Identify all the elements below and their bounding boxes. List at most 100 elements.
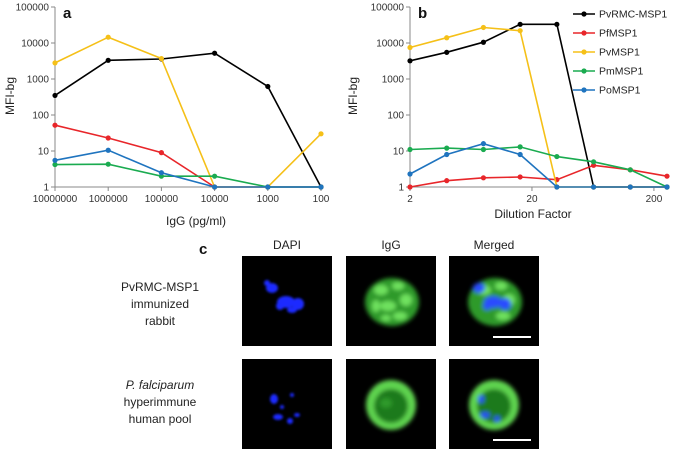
legend-entry-PoMSP1: PoMSP1 bbox=[599, 85, 641, 97]
legend-entry-PvRMC-MSP1: PvRMC-MSP1 bbox=[599, 9, 667, 21]
legend-marker-PmMSP1 bbox=[581, 68, 587, 74]
row-label-rabbit-line3: rabbit bbox=[144, 314, 176, 328]
data-point-PvMSP1 bbox=[158, 55, 164, 62]
data-point-PmMSP1 bbox=[52, 161, 58, 168]
y-tick-label: 10 bbox=[393, 147, 405, 158]
y-tick-label: 100000 bbox=[371, 3, 405, 14]
data-point-PvRMC-MSP1 bbox=[480, 39, 487, 45]
data-point-PvMSP1 bbox=[480, 24, 487, 31]
micrograph-human-dapi bbox=[242, 359, 332, 449]
row-label-human-line1: P. falciparum bbox=[125, 378, 195, 392]
panel-a-letter: a bbox=[63, 5, 72, 22]
data-point-PoMSP1 bbox=[105, 147, 111, 153]
data-point-PvRMC-MSP1 bbox=[105, 57, 111, 63]
legend-marker-PoMSP1 bbox=[581, 87, 587, 93]
panel-a-y-axis-label: MFI-bg bbox=[3, 77, 17, 115]
data-point-PvMSP1 bbox=[444, 35, 450, 41]
x-tick-label: 10000 bbox=[201, 194, 229, 205]
micrograph-rabbit-igg bbox=[346, 256, 436, 346]
data-point-PvRMC-MSP1 bbox=[407, 58, 413, 64]
data-point-PmMSP1 bbox=[517, 144, 523, 150]
data-point-PmMSP1 bbox=[590, 159, 597, 165]
data-point-PoMSP1 bbox=[52, 157, 58, 163]
column-header-igg: IgG bbox=[381, 238, 401, 252]
series-line-PvRMC-MSP1 bbox=[54, 52, 322, 188]
data-point-PoMSP1 bbox=[444, 151, 450, 158]
panel-a-series bbox=[52, 34, 324, 190]
micrograph-rabbit-dapi bbox=[242, 256, 332, 346]
data-point-PmMSP1 bbox=[444, 145, 450, 151]
data-point-PvRMC-MSP1 bbox=[265, 83, 271, 90]
micrograph-human-igg bbox=[346, 359, 436, 449]
micrograph-rabbit-merged bbox=[449, 256, 539, 346]
x-tick-label: 200 bbox=[646, 194, 663, 205]
data-point-PoMSP1 bbox=[664, 184, 670, 190]
legend-marker-PvMSP1 bbox=[581, 49, 587, 55]
data-point-PmMSP1 bbox=[105, 161, 111, 167]
panel-b-letter: b bbox=[418, 5, 427, 22]
panel-a-x-axis-label: IgG (pg/ml) bbox=[166, 214, 226, 228]
legend-entry-PfMSP1: PfMSP1 bbox=[599, 28, 638, 40]
series-line-PmMSP1 bbox=[409, 146, 668, 188]
data-point-PfMSP1 bbox=[52, 122, 58, 128]
x-tick-label: 10000000 bbox=[33, 194, 78, 205]
data-point-PfMSP1 bbox=[407, 184, 413, 190]
series-line-PvMSP1 bbox=[54, 36, 322, 188]
series-line-PoMSP1 bbox=[409, 142, 667, 188]
data-point-PfMSP1 bbox=[517, 174, 523, 180]
x-tick-label: 100 bbox=[313, 194, 330, 205]
panel-c-letter: c bbox=[199, 241, 207, 258]
data-point-PvRMC-MSP1 bbox=[212, 50, 218, 56]
x-tick-label: 2 bbox=[407, 194, 413, 205]
data-point-PoMSP1 bbox=[265, 184, 271, 190]
column-header-merged: Merged bbox=[473, 238, 515, 252]
data-point-PvMSP1 bbox=[407, 44, 413, 51]
data-point-PoMSP1 bbox=[554, 184, 560, 190]
panel-a-axes: 1 10 100 1000 10000 100000 10000000 1000000 1000… bbox=[16, 3, 330, 206]
y-tick-label: 100 bbox=[387, 111, 404, 122]
data-point-PvMSP1 bbox=[52, 60, 58, 66]
legend-entry-PvMSP1: PvMSP1 bbox=[599, 47, 640, 59]
data-point-PvMSP1 bbox=[517, 28, 523, 34]
data-point-PoMSP1 bbox=[480, 141, 487, 147]
y-tick-label: 10 bbox=[38, 147, 50, 158]
data-point-PoMSP1 bbox=[158, 170, 164, 176]
y-tick-label: 10000 bbox=[21, 39, 49, 50]
series-line-PmMSP1 bbox=[54, 163, 321, 188]
data-point-PvRMC-MSP1 bbox=[554, 21, 560, 27]
x-tick-label: 20 bbox=[526, 194, 538, 205]
y-tick-label: 100000 bbox=[16, 3, 50, 14]
y-tick-label: 100 bbox=[32, 111, 49, 122]
data-point-PoMSP1 bbox=[517, 151, 523, 158]
data-point-PoMSP1 bbox=[212, 184, 218, 190]
data-point-PfMSP1 bbox=[158, 150, 164, 156]
y-tick-label: 1000 bbox=[27, 75, 50, 86]
x-tick-label: 1000 bbox=[257, 194, 280, 205]
data-point-PvRMC-MSP1 bbox=[52, 92, 58, 99]
x-tick-label: 100000 bbox=[145, 194, 179, 205]
data-point-PmMSP1 bbox=[407, 146, 413, 153]
data-point-PmMSP1 bbox=[627, 167, 633, 173]
micrograph-human-merged bbox=[449, 359, 539, 449]
row-label-rabbit-line2: immunized bbox=[130, 297, 190, 311]
data-point-PvMSP1 bbox=[318, 131, 324, 137]
x-tick-label: 1000000 bbox=[89, 194, 128, 205]
data-point-PfMSP1 bbox=[664, 173, 670, 179]
panel-b-legend: PvRMC-MSP1 PfMSP1 PvMSP1 PmMSP1 PoMSP1 bbox=[573, 9, 667, 97]
panel-b-x-axis-label: Dilution Factor bbox=[494, 207, 571, 221]
y-tick-label: 1000 bbox=[382, 75, 405, 86]
data-point-PoMSP1 bbox=[318, 184, 324, 190]
data-point-PfMSP1 bbox=[480, 175, 487, 181]
scale-bar bbox=[493, 439, 531, 441]
column-header-dapi: DAPI bbox=[272, 238, 301, 252]
data-point-PoMSP1 bbox=[407, 171, 413, 177]
y-tick-label: 1 bbox=[398, 183, 404, 194]
series-line-PoMSP1 bbox=[54, 149, 321, 188]
series-line-PfMSP1 bbox=[54, 124, 321, 188]
y-tick-label: 10000 bbox=[376, 39, 404, 50]
row-label-human: P. falciparum hyperimmune human pool bbox=[85, 377, 235, 428]
row-label-rabbit-line1: PvRMC-MSP1 bbox=[120, 280, 199, 294]
data-point-PmMSP1 bbox=[212, 173, 218, 179]
panel-b-series bbox=[407, 21, 670, 190]
